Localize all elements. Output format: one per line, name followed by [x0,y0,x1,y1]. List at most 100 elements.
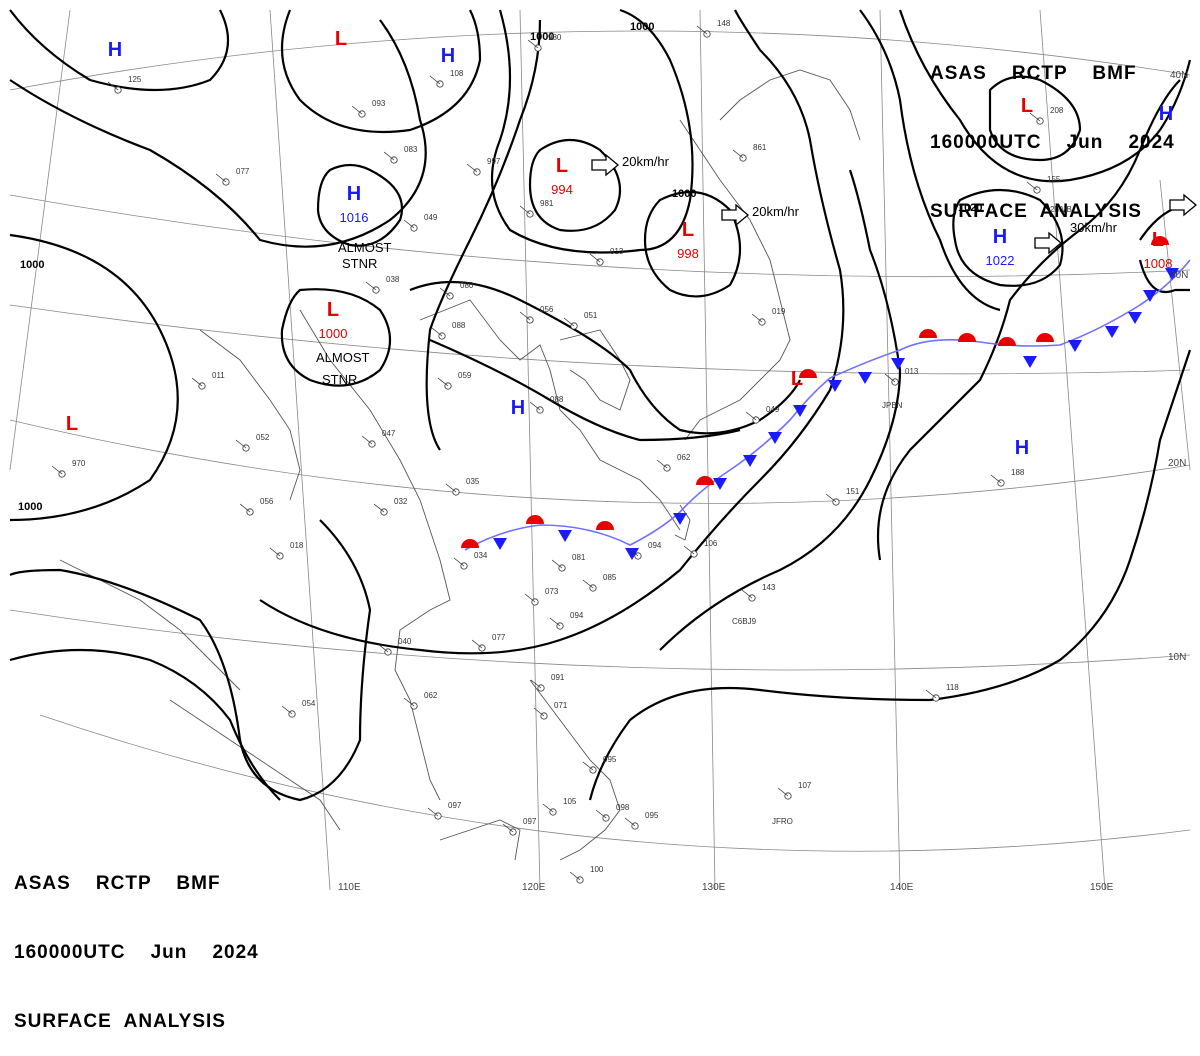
station-pressure: 071 [554,701,568,710]
coast-borneo [439,819,521,861]
high-center: H [1159,103,1173,125]
annotation-text: ALMOST [338,240,392,255]
wind-barb [696,25,708,35]
station-id: 2MVB [1050,205,1072,214]
isobar-label: 1000 [18,501,42,513]
isobar [528,139,622,232]
station-pressure: 981 [540,199,554,208]
isobar [425,19,542,451]
latitude-label: 20N [1168,458,1186,469]
latitude-label: 40N [1170,70,1188,81]
annotations: 20km/hr20km/hr30km/hrALMOSTSTNRALMOSTSTN… [316,153,1198,387]
wind-barb [569,871,581,881]
station-pressure: 980 [548,33,562,42]
wind-barb [445,483,457,493]
coast-taiwan [674,504,691,541]
isobar [898,9,1192,183]
station-pressure: 106 [704,539,718,548]
wind-barb [595,809,607,819]
station-pressure: 052 [256,433,270,442]
station-pressure: 118 [946,683,959,692]
cold-front-triangle [828,380,842,392]
isobar [643,190,742,298]
warm-front-semicircle [1151,236,1169,245]
station-pressure: 077 [492,633,506,642]
wind-barb [403,697,415,707]
chart-header-bottom: ASAS RCTP BMF 160000UTC Jun 2024 SURFACE… [14,826,259,1056]
chart-header-top: ASAS RCTP BMF 160000UTC Jun 2024 SURFACE… [930,16,1175,246]
wind-barb [741,589,753,599]
lon-line-110e [269,9,331,891]
wind-barb [551,559,563,569]
lon-line-150e [1039,9,1106,891]
station-pressure: 083 [404,145,418,154]
coast-inland-border-2 [199,329,301,501]
high-center: H [993,226,1007,248]
station-pressure: 151 [846,487,860,496]
motion-arrow [1034,231,1063,255]
station-pressure: 208 [1050,106,1064,115]
wind-barb [269,547,281,557]
header-line-1: ASAS RCTP BMF [930,63,1137,84]
wind-barb [191,377,203,387]
isobar-label: 1000 [20,259,44,271]
isobar [409,280,801,435]
station-pressure: 148 [717,19,731,28]
wind-barb [530,679,542,689]
cold-front-triangle [493,538,507,550]
graticule [9,9,1191,891]
wind-barb [239,503,251,513]
wind-barb [502,823,514,833]
isobar [9,19,427,248]
station-pressure: 035 [466,477,480,486]
station-pressure: 088 [550,395,564,404]
low-center: L [556,155,568,177]
isobar-labels: 1000 1000 1000 1000 1020 1000 [18,21,982,513]
wind-barb [524,593,536,603]
station-pressure: 019 [772,307,786,316]
isobar [1138,259,1190,293]
isobar [588,349,1192,801]
station-pressure: 094 [570,611,584,620]
coastlines [59,69,861,861]
wind-barb [745,411,757,421]
wind-barb [1029,112,1041,122]
fronts [461,236,1191,560]
station-pressure: 861 [753,143,767,152]
station-pressure: 032 [394,497,408,506]
wind-barb [732,149,744,159]
coast-asia-mainland [299,309,451,801]
annotation-text: 20km/hr [622,154,670,169]
longitude-label: 120E [522,882,546,893]
isobar [490,8,694,254]
wind-barb [925,689,937,699]
station-pressure: 018 [290,541,304,550]
isobar [280,9,482,134]
wind-barb [990,474,1002,484]
lat-line-20n [9,419,1191,504]
station-pressure: 093 [372,99,386,108]
low-center: L [335,28,347,50]
station-pressure: 155 [1047,175,1061,184]
wind-barb [519,205,531,215]
low-center: L [682,219,694,241]
station-pressure: 100 [590,865,604,874]
wind-barb [549,617,561,627]
low-center: L [327,299,339,321]
station-pressure: 011 [212,371,225,380]
wind-barb [1026,181,1038,191]
station-pressure: 073 [545,587,559,596]
longitude-label: 140E [890,882,914,893]
wind-barb [215,173,227,183]
annotation-text: STNR [322,372,357,387]
warm-front-semicircle [919,329,937,338]
wind-barb [437,377,449,387]
annotation-text: 30km/hr [1070,220,1118,235]
isobar [659,169,902,651]
lon-line-140e [879,9,901,891]
wind-barb [427,807,439,817]
cold-front-triangle [1105,326,1119,338]
warm-front-semicircle [696,476,714,485]
isobar [9,519,372,802]
low-center: L [66,413,78,435]
